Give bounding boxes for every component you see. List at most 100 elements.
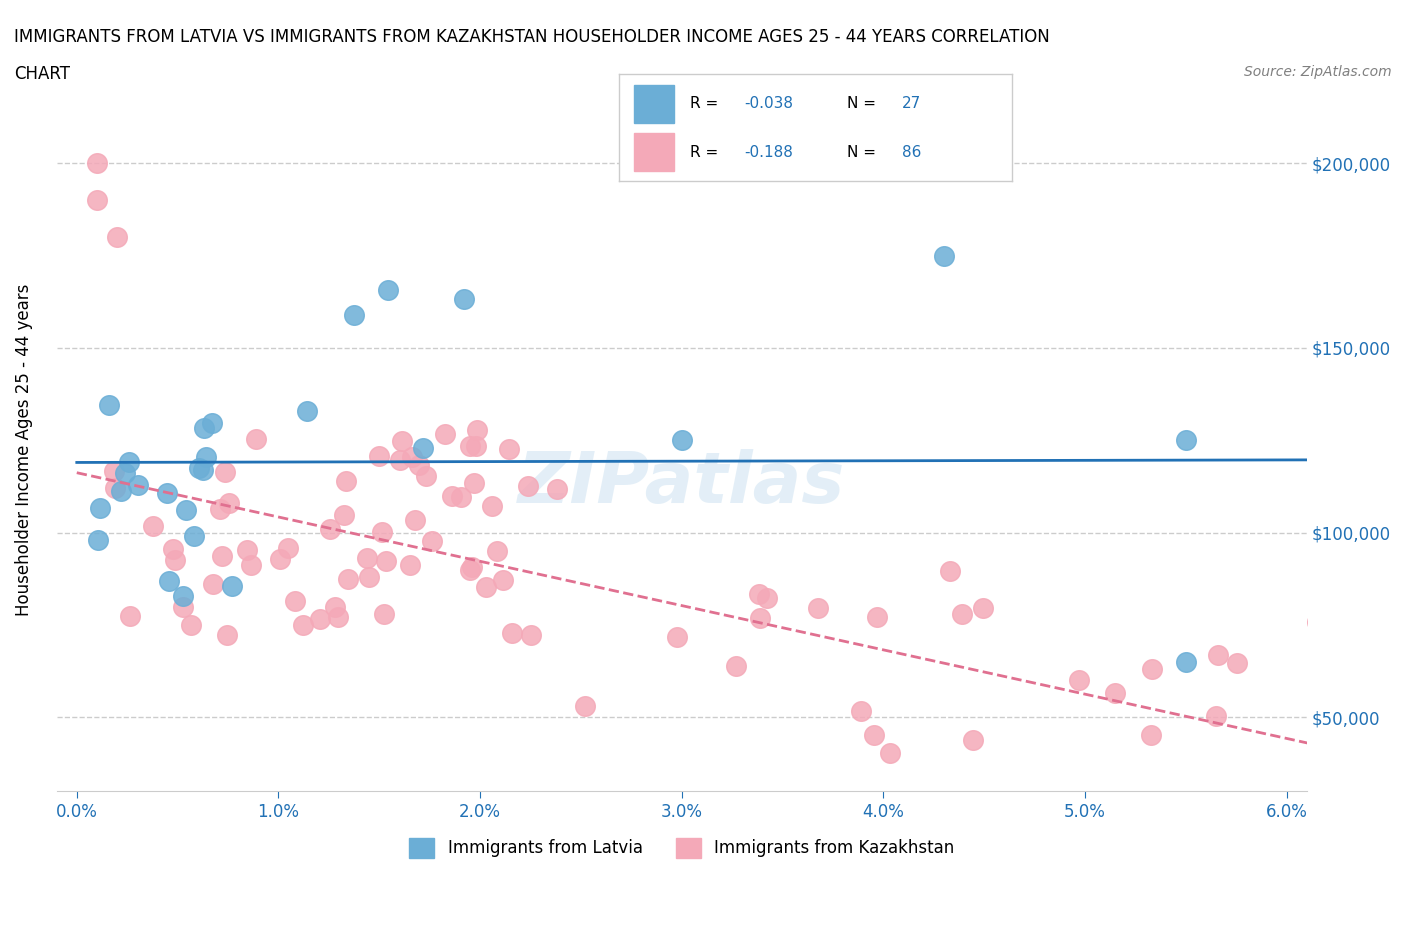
Point	[1205, 709, 1227, 724]
Point	[284, 593, 307, 608]
Point	[415, 469, 437, 484]
Point	[401, 450, 423, 465]
Text: 27: 27	[903, 96, 921, 111]
Point	[211, 549, 233, 564]
Point	[1142, 661, 1164, 676]
Point	[1306, 615, 1329, 630]
Point	[162, 542, 184, 557]
Point	[194, 449, 217, 464]
Point	[118, 455, 141, 470]
Point	[201, 577, 224, 591]
Point	[240, 557, 263, 572]
Point	[187, 460, 209, 475]
Point	[879, 745, 901, 760]
Point	[404, 512, 426, 527]
Point	[375, 553, 398, 568]
Point	[165, 553, 187, 568]
Point	[748, 587, 770, 602]
Text: N =: N =	[846, 96, 880, 111]
Point	[420, 534, 443, 549]
Point	[756, 591, 779, 605]
Point	[277, 541, 299, 556]
Point	[671, 432, 693, 447]
Point	[412, 441, 434, 456]
Point	[103, 463, 125, 478]
Point	[481, 498, 503, 513]
Text: R =: R =	[689, 96, 723, 111]
Point	[520, 628, 543, 643]
Point	[336, 571, 359, 586]
Point	[450, 490, 472, 505]
Point	[110, 484, 132, 498]
Point	[724, 658, 747, 673]
Point	[269, 551, 291, 566]
Text: IMMIGRANTS FROM LATVIA VS IMMIGRANTS FROM KAZAKHSTAN HOUSEHOLDER INCOME AGES 25 : IMMIGRANTS FROM LATVIA VS IMMIGRANTS FRO…	[14, 28, 1050, 46]
Point	[319, 522, 342, 537]
Point	[972, 600, 994, 615]
Point	[408, 458, 430, 472]
Point	[86, 193, 108, 207]
Point	[962, 732, 984, 747]
Text: 86: 86	[903, 145, 921, 160]
Point	[156, 485, 179, 500]
Point	[86, 156, 108, 171]
Point	[105, 230, 128, 245]
Point	[467, 422, 489, 437]
Text: ZIPatlas: ZIPatlas	[519, 449, 845, 518]
Point	[498, 441, 520, 456]
Text: -0.188: -0.188	[745, 145, 793, 160]
Point	[1206, 648, 1229, 663]
Point	[172, 599, 194, 614]
Point	[749, 610, 772, 625]
Text: Source: ZipAtlas.com: Source: ZipAtlas.com	[1244, 65, 1392, 79]
Point	[932, 248, 955, 263]
Point	[665, 629, 688, 644]
Point	[291, 618, 314, 632]
Point	[89, 501, 111, 516]
Point	[475, 579, 498, 594]
Point	[501, 625, 523, 640]
Point	[492, 573, 515, 588]
Point	[389, 453, 412, 468]
Point	[245, 432, 267, 446]
Point	[201, 416, 224, 431]
Point	[172, 589, 194, 604]
Point	[191, 462, 214, 477]
Point	[209, 501, 232, 516]
Point	[309, 612, 332, 627]
Point	[391, 433, 413, 448]
Point	[176, 503, 198, 518]
Point	[461, 560, 484, 575]
Point	[142, 519, 165, 534]
Text: N =: N =	[846, 145, 880, 160]
Point	[453, 292, 475, 307]
Point	[950, 606, 973, 621]
Point	[517, 479, 540, 494]
Point	[866, 609, 889, 624]
Y-axis label: Householder Income Ages 25 - 44 years: Householder Income Ages 25 - 44 years	[15, 284, 32, 616]
Point	[104, 480, 127, 495]
Point	[807, 601, 830, 616]
Point	[98, 398, 121, 413]
Point	[157, 574, 180, 589]
Legend: Immigrants from Latvia, Immigrants from Kazakhstan: Immigrants from Latvia, Immigrants from …	[402, 830, 962, 865]
Point	[377, 283, 399, 298]
Text: CHART: CHART	[14, 65, 70, 83]
Point	[574, 699, 596, 714]
Point	[333, 507, 356, 522]
Point	[335, 474, 357, 489]
Point	[193, 420, 215, 435]
Point	[118, 609, 141, 624]
Point	[236, 542, 259, 557]
Point	[1226, 656, 1249, 671]
Point	[221, 578, 243, 593]
Point	[218, 496, 240, 511]
Point	[215, 628, 238, 643]
Point	[485, 544, 508, 559]
FancyBboxPatch shape	[634, 86, 673, 123]
Point	[214, 465, 236, 480]
Point	[183, 528, 205, 543]
Point	[373, 606, 395, 621]
Point	[180, 618, 202, 632]
Point	[114, 466, 136, 481]
